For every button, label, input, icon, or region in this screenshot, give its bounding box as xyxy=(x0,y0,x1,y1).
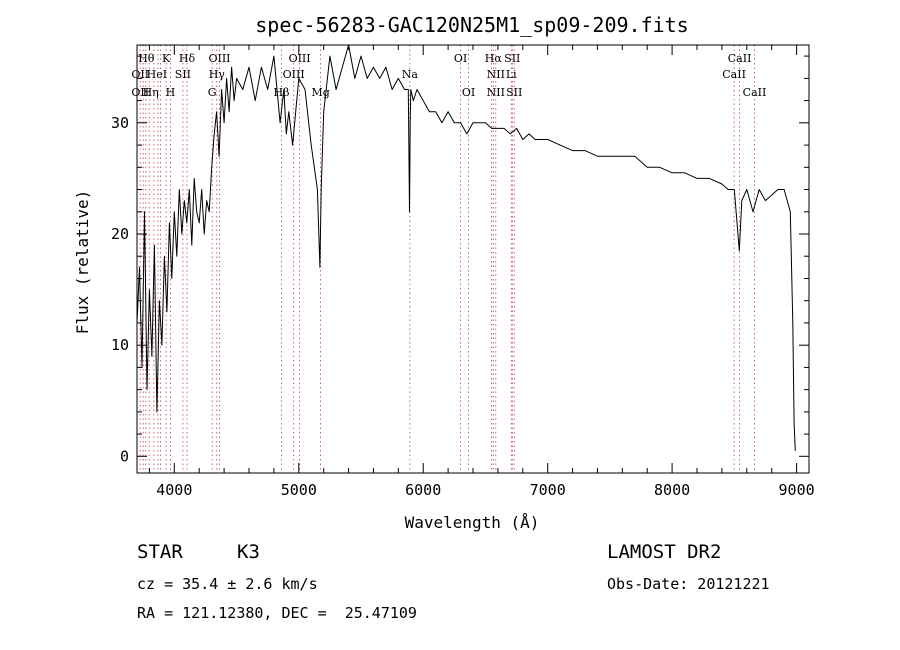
x-tick-label-0: 4000 xyxy=(156,481,192,499)
line-label-25: CaII xyxy=(728,52,752,65)
spectral-subclass: K3 xyxy=(237,541,260,563)
line-label-26: CaII xyxy=(722,68,746,81)
x-tick-label-2: 6000 xyxy=(405,481,441,499)
y-tick-label-1: 10 xyxy=(111,336,129,354)
line-label-21: NII xyxy=(487,68,505,81)
y-axis-label: Flux (relative) xyxy=(73,190,92,335)
observation-date: Obs-Date: 20121221 xyxy=(607,575,770,593)
line-label-17: OI xyxy=(454,52,467,65)
line-label-4: Hδ xyxy=(179,52,196,65)
y-tick-label-3: 30 xyxy=(111,114,129,132)
line-label-19: Hα xyxy=(485,52,503,65)
line-label-13: OIII xyxy=(283,68,305,81)
redshift-velocity: cz = 35.4 ± 2.6 km/s xyxy=(137,575,318,593)
x-tick-label-4: 8000 xyxy=(654,481,690,499)
x-tick-label-5: 9000 xyxy=(779,481,815,499)
x-tick-label-3: 7000 xyxy=(530,481,566,499)
line-label-3: K xyxy=(162,52,171,65)
x-tick-label-1: 5000 xyxy=(281,481,317,499)
line-label-0: OII xyxy=(131,68,149,81)
x-axis-label: Wavelength (Å) xyxy=(405,513,540,532)
line-label-7: Hη xyxy=(143,86,159,99)
y-axis-ticks: 0 10 20 30 xyxy=(111,55,809,465)
y-tick-label-2: 20 xyxy=(111,225,129,243)
line-label-20: SII xyxy=(504,52,520,65)
chart-title: spec-56283-GAC120N25M1_sp09-209.fits xyxy=(255,13,688,37)
survey-name: LAMOST DR2 xyxy=(607,541,722,563)
line-label-16: Na xyxy=(402,68,419,81)
line-label-5: HeI xyxy=(147,68,167,81)
plot-frame xyxy=(136,44,810,474)
line-label-12: OIII xyxy=(289,52,311,65)
flux-series xyxy=(136,44,796,451)
line-label-24: SII xyxy=(506,86,522,99)
spectral-line-labels: OII OII Hθ K Hδ HeI SII Hη H OIII Hγ G OIII OIII Hβ Mg N… xyxy=(131,52,766,99)
line-label-15: Mg xyxy=(311,86,329,99)
x-axis-ticks: 4000 5000 6000 7000 8000 9000 xyxy=(148,45,815,499)
line-label-14: Hβ xyxy=(274,86,290,99)
spectrum-line-0 xyxy=(136,44,796,451)
line-label-23: NII xyxy=(487,86,505,99)
line-label-9: OIII xyxy=(208,52,230,65)
line-label-1: OII xyxy=(131,86,149,99)
line-label-18: OI xyxy=(462,86,475,99)
spectral-line-markers xyxy=(139,45,755,473)
line-label-6: SII xyxy=(175,68,191,81)
line-label-8: H xyxy=(166,86,176,99)
line-label-11: G xyxy=(208,86,217,99)
sky-coordinates: RA = 121.12380, DEC = 25.47109 xyxy=(137,604,417,622)
line-label-10: Hγ xyxy=(209,68,226,81)
y-tick-label-0: 0 xyxy=(120,447,129,465)
object-class: STAR xyxy=(137,541,183,563)
line-label-2: Hθ xyxy=(138,52,155,65)
line-label-27: CaII xyxy=(743,86,767,99)
line-label-22: Li xyxy=(506,68,517,81)
